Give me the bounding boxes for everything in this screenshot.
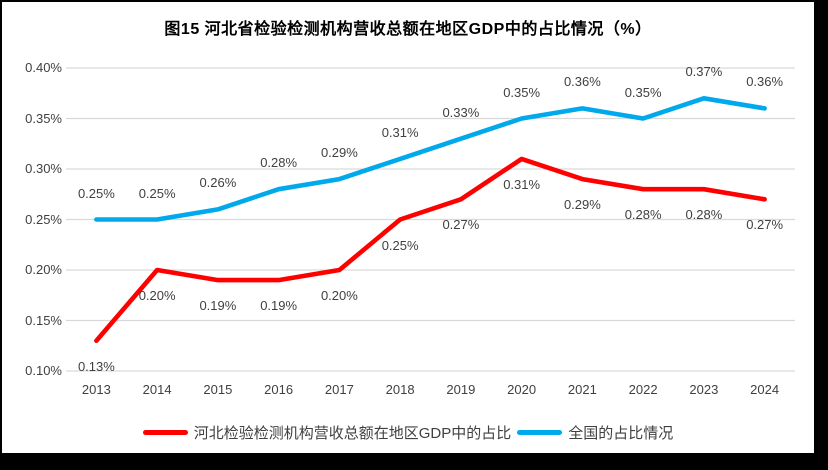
x-axis-tick-label: 2021 bbox=[567, 382, 597, 397]
x-axis-tick-label: 2017 bbox=[324, 382, 354, 397]
y-axis-tick-label: 0.35% bbox=[25, 110, 62, 126]
data-label: 0.27% bbox=[442, 217, 480, 233]
legend-line-swatch bbox=[517, 429, 563, 435]
data-label: 0.35% bbox=[624, 84, 662, 100]
data-label: 0.27% bbox=[746, 217, 784, 233]
legend-item-national: 全国的占比情况 bbox=[517, 422, 673, 443]
data-label: 0.19% bbox=[260, 298, 298, 314]
legend-item-hebei: 河北检验检测机构营收总额在地区GDP中的占比 bbox=[142, 422, 512, 443]
data-label: 0.28% bbox=[260, 155, 298, 171]
y-axis-tick-label: 0.20% bbox=[25, 262, 62, 277]
data-label: 0.31% bbox=[381, 124, 419, 140]
data-label: 0.35% bbox=[503, 84, 541, 100]
data-label: 0.25% bbox=[77, 185, 115, 201]
gridlines bbox=[66, 67, 795, 372]
data-label: 0.28% bbox=[685, 207, 723, 223]
x-axis-tick-label: 2022 bbox=[628, 382, 658, 397]
legend: 河北检验检测机构营收总额在地区GDP中的占比 全国的占比情况 bbox=[2, 421, 814, 443]
x-axis-tick-label: 2024 bbox=[750, 382, 780, 397]
series-line-hebei bbox=[94, 156, 767, 344]
y-axis-tick-label: 0.15% bbox=[25, 312, 62, 328]
data-label: 0.20% bbox=[138, 288, 176, 303]
data-label: 0.37% bbox=[685, 64, 723, 80]
plot-area bbox=[66, 67, 795, 372]
legend-line-swatch bbox=[142, 429, 188, 435]
x-axis-tick-label: 2023 bbox=[689, 382, 719, 397]
data-label: 0.36% bbox=[746, 74, 784, 90]
y-axis-tick-label: 0.40% bbox=[25, 60, 62, 75]
data-label: 0.31% bbox=[503, 176, 541, 192]
x-axis-tick-label: 2018 bbox=[385, 382, 415, 397]
data-label: 0.19% bbox=[199, 298, 237, 314]
data-label: 0.29% bbox=[320, 145, 358, 161]
data-label: 0.25% bbox=[381, 237, 419, 253]
x-axis-tick-label: 2015 bbox=[203, 382, 233, 397]
data-label: 0.26% bbox=[199, 175, 237, 191]
chart-title: 图15 河北省检验检测机构营收总额在地区GDP中的占比情况（%） bbox=[164, 21, 652, 38]
data-label: 0.33% bbox=[442, 104, 480, 120]
series-line-national bbox=[94, 96, 767, 222]
x-axis-tick-label: 2020 bbox=[507, 382, 537, 397]
data-label: 0.20% bbox=[320, 288, 358, 303]
y-axis-tick-label: 0.10% bbox=[25, 363, 62, 378]
legend-label: 河北检验检测机构营收总额在地区GDP中的占比 bbox=[193, 424, 512, 442]
data-label: 0.13% bbox=[77, 358, 115, 374]
data-label: 0.28% bbox=[624, 207, 662, 223]
x-axis-tick-label: 2019 bbox=[446, 382, 476, 397]
data-label: 0.36% bbox=[563, 74, 601, 90]
x-axis-tick-label: 2013 bbox=[81, 382, 111, 397]
data-label: 0.29% bbox=[563, 197, 601, 213]
chart-canvas: 图15 河北省检验检测机构营收总额在地区GDP中的占比情况（%） 0.40% 0.… bbox=[2, 2, 814, 453]
y-axis-tick-label: 0.25% bbox=[25, 211, 62, 227]
series-lines bbox=[94, 96, 767, 344]
y-axis-tick-label: 0.30% bbox=[25, 161, 62, 176]
x-axis-tick-label: 2016 bbox=[264, 382, 294, 397]
legend-label: 全国的占比情况 bbox=[568, 424, 674, 442]
x-axis-tick-label: 2014 bbox=[142, 382, 172, 397]
data-label: 0.25% bbox=[138, 185, 176, 201]
